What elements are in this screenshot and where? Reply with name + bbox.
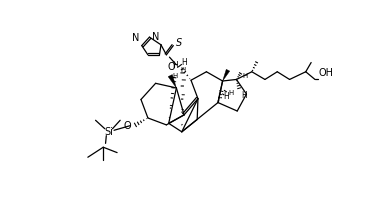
- Text: N: N: [132, 33, 139, 43]
- Text: O: O: [168, 62, 176, 72]
- Text: OH: OH: [319, 68, 334, 78]
- Text: H: H: [243, 73, 248, 79]
- Text: H: H: [180, 67, 185, 73]
- Text: H: H: [172, 61, 178, 70]
- Text: H: H: [223, 92, 229, 101]
- Text: H: H: [228, 90, 233, 96]
- Polygon shape: [223, 69, 230, 81]
- Text: O: O: [123, 121, 131, 131]
- Text: H: H: [181, 58, 187, 67]
- Polygon shape: [168, 75, 176, 88]
- Text: H: H: [172, 73, 178, 79]
- Text: S: S: [176, 38, 183, 48]
- Text: Si: Si: [104, 127, 113, 137]
- Text: H: H: [241, 91, 247, 100]
- Text: N: N: [152, 33, 159, 43]
